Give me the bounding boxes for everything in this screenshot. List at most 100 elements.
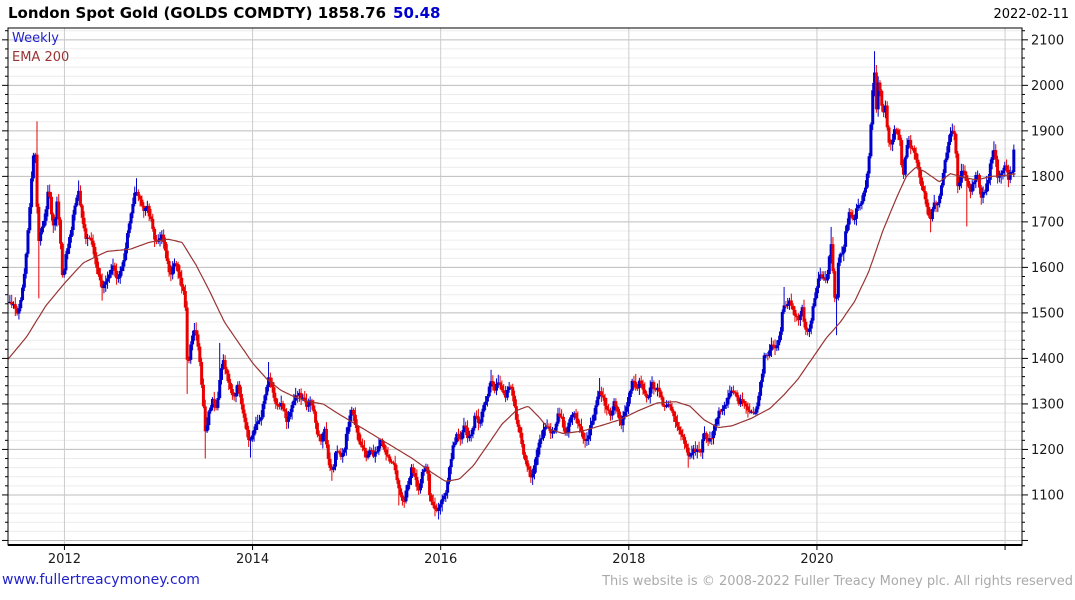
- candle-body: [529, 469, 533, 478]
- candle-body: [1005, 165, 1009, 170]
- candle-body: [958, 182, 962, 187]
- candle-body: [724, 404, 728, 406]
- candle-body: [829, 244, 833, 257]
- candle-body: [33, 154, 37, 156]
- candle-body: [241, 404, 245, 414]
- candle-body: [916, 159, 920, 167]
- candle-body: [22, 273, 26, 288]
- candle-body: [315, 422, 319, 435]
- candle-body: [583, 438, 587, 442]
- candle-body: [570, 414, 574, 418]
- candle-body: [836, 262, 840, 298]
- candle-body: [230, 389, 234, 396]
- candle-body: [321, 433, 325, 442]
- candle-body: [936, 203, 940, 206]
- x-tick-label: 2012: [48, 552, 81, 566]
- candle-body: [938, 195, 942, 204]
- candle-body: [319, 436, 323, 442]
- candle-body: [520, 432, 524, 445]
- candle-body: [654, 389, 658, 391]
- candle-body: [907, 139, 911, 146]
- candle-body: [35, 154, 39, 207]
- candle-body: [87, 237, 91, 239]
- candle-body: [740, 399, 744, 401]
- candle-body: [751, 411, 755, 413]
- x-tick-label: 2016: [424, 552, 457, 566]
- candle-body: [511, 387, 515, 396]
- candle-body: [388, 456, 392, 462]
- candle-body: [277, 405, 281, 407]
- candle-body: [954, 133, 958, 154]
- candle-body: [648, 387, 652, 397]
- candle-body: [471, 428, 475, 435]
- x-tick-label: 2020: [800, 552, 833, 566]
- candle-body: [699, 450, 703, 453]
- candle-body: [21, 287, 25, 300]
- candle-body: [400, 495, 404, 501]
- candle-body: [493, 384, 497, 391]
- candle-body: [368, 450, 372, 456]
- candle-body: [462, 425, 466, 433]
- candle-body: [831, 244, 835, 272]
- candle-body: [256, 421, 260, 425]
- candle-body: [867, 156, 871, 174]
- candle-body: [932, 202, 936, 210]
- candle-body: [994, 150, 998, 160]
- candle-body: [84, 228, 88, 239]
- candle-body: [19, 299, 23, 309]
- candle-body: [874, 72, 878, 110]
- candle-body: [165, 250, 169, 261]
- candle-body: [131, 203, 135, 214]
- candle-body: [97, 267, 101, 275]
- price-chart-canvas[interactable]: 2100 2000 1900 1800 1700 1600 1500 1400 1300 1200…: [0, 0, 1075, 566]
- axis-ticks: [2, 30, 1028, 550]
- candle-body: [362, 447, 366, 451]
- candle-body: [107, 274, 111, 279]
- candle-body: [608, 410, 612, 416]
- candle-body: [509, 386, 513, 388]
- website-link[interactable]: www.fullertreacymoney.com: [2, 572, 200, 588]
- candle-body: [98, 274, 102, 281]
- candle-body: [721, 408, 725, 411]
- candle-body: [44, 209, 48, 221]
- candle-body: [585, 439, 589, 442]
- candle-body: [759, 381, 763, 396]
- candle-body: [997, 175, 1001, 178]
- candle-body: [227, 373, 231, 383]
- candle-body: [693, 448, 697, 452]
- candle-body: [688, 455, 692, 457]
- candle-body: [809, 320, 813, 329]
- candle-body: [124, 248, 128, 261]
- candle-body: [438, 504, 442, 508]
- candle-body: [75, 197, 79, 206]
- candle-body: [670, 406, 674, 412]
- candle-body: [364, 450, 368, 458]
- candle-body: [292, 400, 296, 405]
- candle-body: [301, 397, 305, 399]
- candle-body: [556, 413, 560, 424]
- candle-body: [661, 397, 665, 406]
- candle-body: [243, 413, 247, 423]
- candle-body: [73, 205, 77, 215]
- grid-minor: [8, 30, 1022, 532]
- y-tick-label: 1200: [1031, 443, 1064, 458]
- candle-body: [135, 192, 139, 194]
- candle-body: [147, 205, 151, 217]
- candle-body: [610, 410, 614, 416]
- candle-body: [847, 212, 851, 225]
- candle-body: [804, 321, 808, 330]
- candle-body: [391, 462, 395, 464]
- candle-body: [795, 315, 799, 318]
- candle-body: [444, 492, 448, 496]
- x-tick-label: 2014: [236, 552, 269, 566]
- candle-body: [645, 393, 649, 398]
- candle-body: [603, 397, 607, 406]
- candle-body: [775, 345, 779, 349]
- candle-body: [925, 199, 929, 208]
- candle-body: [431, 501, 435, 506]
- candle-body: [708, 438, 712, 442]
- candle-body: [531, 473, 535, 478]
- candle-body: [142, 205, 146, 211]
- candle-body: [637, 380, 641, 388]
